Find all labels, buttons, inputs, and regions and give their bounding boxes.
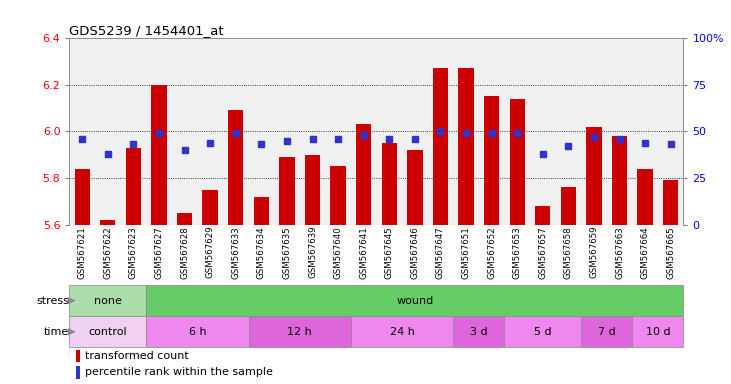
Bar bbox=[146, 316, 249, 347]
Text: 6 h: 6 h bbox=[189, 327, 206, 337]
Text: 10 d: 10 d bbox=[645, 327, 670, 337]
Bar bbox=[351, 316, 453, 347]
Text: GSM567635: GSM567635 bbox=[282, 226, 292, 279]
Text: 7 d: 7 d bbox=[598, 327, 616, 337]
Bar bbox=[535, 206, 550, 225]
Bar bbox=[75, 349, 80, 362]
Text: transformed count: transformed count bbox=[85, 351, 189, 361]
Bar bbox=[126, 148, 141, 225]
Text: time: time bbox=[44, 327, 69, 337]
Point bbox=[256, 141, 268, 147]
Text: GSM567628: GSM567628 bbox=[180, 226, 189, 279]
Bar bbox=[407, 150, 423, 225]
Text: GSM567663: GSM567663 bbox=[615, 226, 624, 279]
Text: 24 h: 24 h bbox=[390, 327, 414, 337]
Point bbox=[178, 147, 190, 153]
Point bbox=[357, 132, 369, 138]
Bar bbox=[75, 366, 80, 379]
Text: GSM567659: GSM567659 bbox=[589, 226, 599, 278]
Text: 12 h: 12 h bbox=[287, 327, 312, 337]
Text: wound: wound bbox=[396, 296, 433, 306]
Point bbox=[332, 136, 344, 142]
Text: GSM567645: GSM567645 bbox=[385, 226, 394, 279]
Point bbox=[485, 130, 497, 136]
Bar bbox=[75, 169, 90, 225]
Bar bbox=[433, 68, 448, 225]
Point bbox=[664, 141, 676, 147]
Text: percentile rank within the sample: percentile rank within the sample bbox=[85, 367, 273, 377]
Bar bbox=[561, 187, 576, 225]
Bar bbox=[249, 316, 351, 347]
Text: GSM567641: GSM567641 bbox=[359, 226, 368, 279]
Text: GSM567652: GSM567652 bbox=[487, 226, 496, 279]
Text: GSM567665: GSM567665 bbox=[666, 226, 675, 279]
Text: GSM567664: GSM567664 bbox=[640, 226, 650, 279]
Point bbox=[409, 136, 421, 142]
Point bbox=[204, 139, 216, 146]
Text: 5 d: 5 d bbox=[534, 327, 552, 337]
Bar bbox=[202, 190, 218, 225]
Text: GSM567627: GSM567627 bbox=[154, 226, 164, 279]
Text: GSM567658: GSM567658 bbox=[564, 226, 573, 279]
Text: GSM567646: GSM567646 bbox=[410, 226, 420, 279]
Point bbox=[383, 136, 395, 142]
Text: GSM567622: GSM567622 bbox=[103, 226, 113, 279]
Text: 3 d: 3 d bbox=[470, 327, 488, 337]
Bar bbox=[637, 169, 653, 225]
Bar bbox=[458, 68, 474, 225]
Bar bbox=[330, 166, 346, 225]
Text: control: control bbox=[88, 327, 127, 337]
Bar bbox=[510, 99, 525, 225]
Point bbox=[511, 130, 523, 136]
Bar bbox=[484, 96, 499, 225]
Text: GSM567629: GSM567629 bbox=[205, 226, 215, 278]
Point bbox=[102, 151, 114, 157]
Bar bbox=[504, 316, 581, 347]
Point bbox=[127, 141, 139, 147]
Point bbox=[461, 130, 472, 136]
Bar bbox=[612, 136, 627, 225]
Point bbox=[281, 137, 292, 144]
Point bbox=[563, 143, 575, 149]
Bar bbox=[279, 157, 295, 225]
Text: GDS5239 / 1454401_at: GDS5239 / 1454401_at bbox=[69, 24, 224, 37]
Text: GSM567639: GSM567639 bbox=[308, 226, 317, 278]
Text: GSM567647: GSM567647 bbox=[436, 226, 445, 279]
Bar bbox=[356, 124, 371, 225]
Point bbox=[154, 130, 165, 136]
Text: GSM567657: GSM567657 bbox=[538, 226, 548, 279]
Text: GSM567640: GSM567640 bbox=[333, 226, 343, 279]
Text: GSM567633: GSM567633 bbox=[231, 226, 240, 279]
Bar bbox=[305, 155, 320, 225]
Point bbox=[77, 136, 88, 142]
Bar bbox=[382, 143, 397, 225]
Bar bbox=[100, 220, 115, 225]
Text: GSM567623: GSM567623 bbox=[129, 226, 138, 279]
Point bbox=[537, 151, 548, 157]
Point bbox=[230, 130, 241, 136]
Text: GSM567621: GSM567621 bbox=[77, 226, 87, 279]
Bar bbox=[632, 316, 683, 347]
Text: stress: stress bbox=[37, 296, 69, 306]
Point bbox=[614, 136, 626, 142]
Bar bbox=[581, 316, 632, 347]
Bar bbox=[69, 285, 146, 316]
Text: GSM567651: GSM567651 bbox=[461, 226, 471, 279]
Bar bbox=[663, 180, 678, 225]
Bar bbox=[586, 127, 602, 225]
Text: GSM567634: GSM567634 bbox=[257, 226, 266, 279]
Bar bbox=[146, 285, 683, 316]
Point bbox=[588, 134, 599, 140]
Text: GSM567653: GSM567653 bbox=[512, 226, 522, 279]
Bar bbox=[453, 316, 504, 347]
Point bbox=[434, 128, 446, 134]
Text: none: none bbox=[94, 296, 122, 306]
Bar bbox=[177, 213, 192, 225]
Point bbox=[307, 136, 319, 142]
Bar bbox=[254, 197, 269, 225]
Bar bbox=[151, 84, 167, 225]
Bar bbox=[228, 110, 243, 225]
Bar bbox=[69, 316, 146, 347]
Point bbox=[639, 139, 651, 146]
